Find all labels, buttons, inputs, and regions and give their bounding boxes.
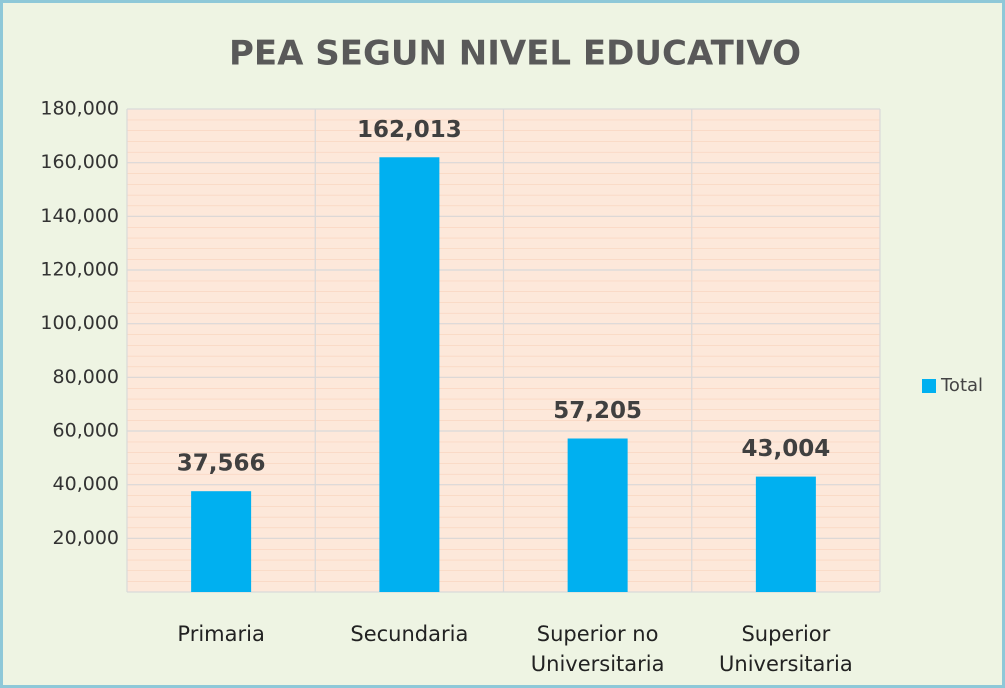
bar	[755, 476, 816, 592]
y-tick-label: 160,000	[40, 151, 119, 173]
bar	[191, 491, 252, 592]
bar	[379, 157, 440, 592]
x-tick-label: Superior no Universitaria	[530, 622, 665, 676]
y-tick-label: 180,000	[40, 98, 119, 120]
chart: PEA SEGUN NIVEL EDUCATIVO 20,000 40,000 60…	[40, 34, 983, 593]
data-label: 57,205	[553, 398, 642, 424]
chart-title: PEA SEGUN NIVEL EDUCATIVO	[229, 34, 801, 74]
data-label: 37,566	[177, 451, 266, 477]
legend-label: Total	[940, 375, 983, 396]
bar	[567, 438, 628, 592]
y-tick-label: 100,000	[40, 312, 119, 334]
y-tick-label: 20,000	[53, 527, 119, 549]
x-tick-label: Primaria	[177, 622, 265, 646]
legend-swatch	[922, 379, 936, 393]
y-tick-label: 60,000	[53, 420, 119, 442]
y-tick-label: 80,000	[53, 366, 119, 388]
y-tick-label: 140,000	[40, 205, 119, 227]
x-tick-label: Secundaria	[350, 622, 469, 646]
x-tick-label: Superior Universitaria	[719, 622, 853, 676]
data-label: 162,013	[357, 117, 462, 143]
data-label: 43,004	[741, 436, 830, 462]
y-tick-label: 40,000	[53, 473, 119, 495]
y-tick-label: 120,000	[40, 259, 119, 281]
